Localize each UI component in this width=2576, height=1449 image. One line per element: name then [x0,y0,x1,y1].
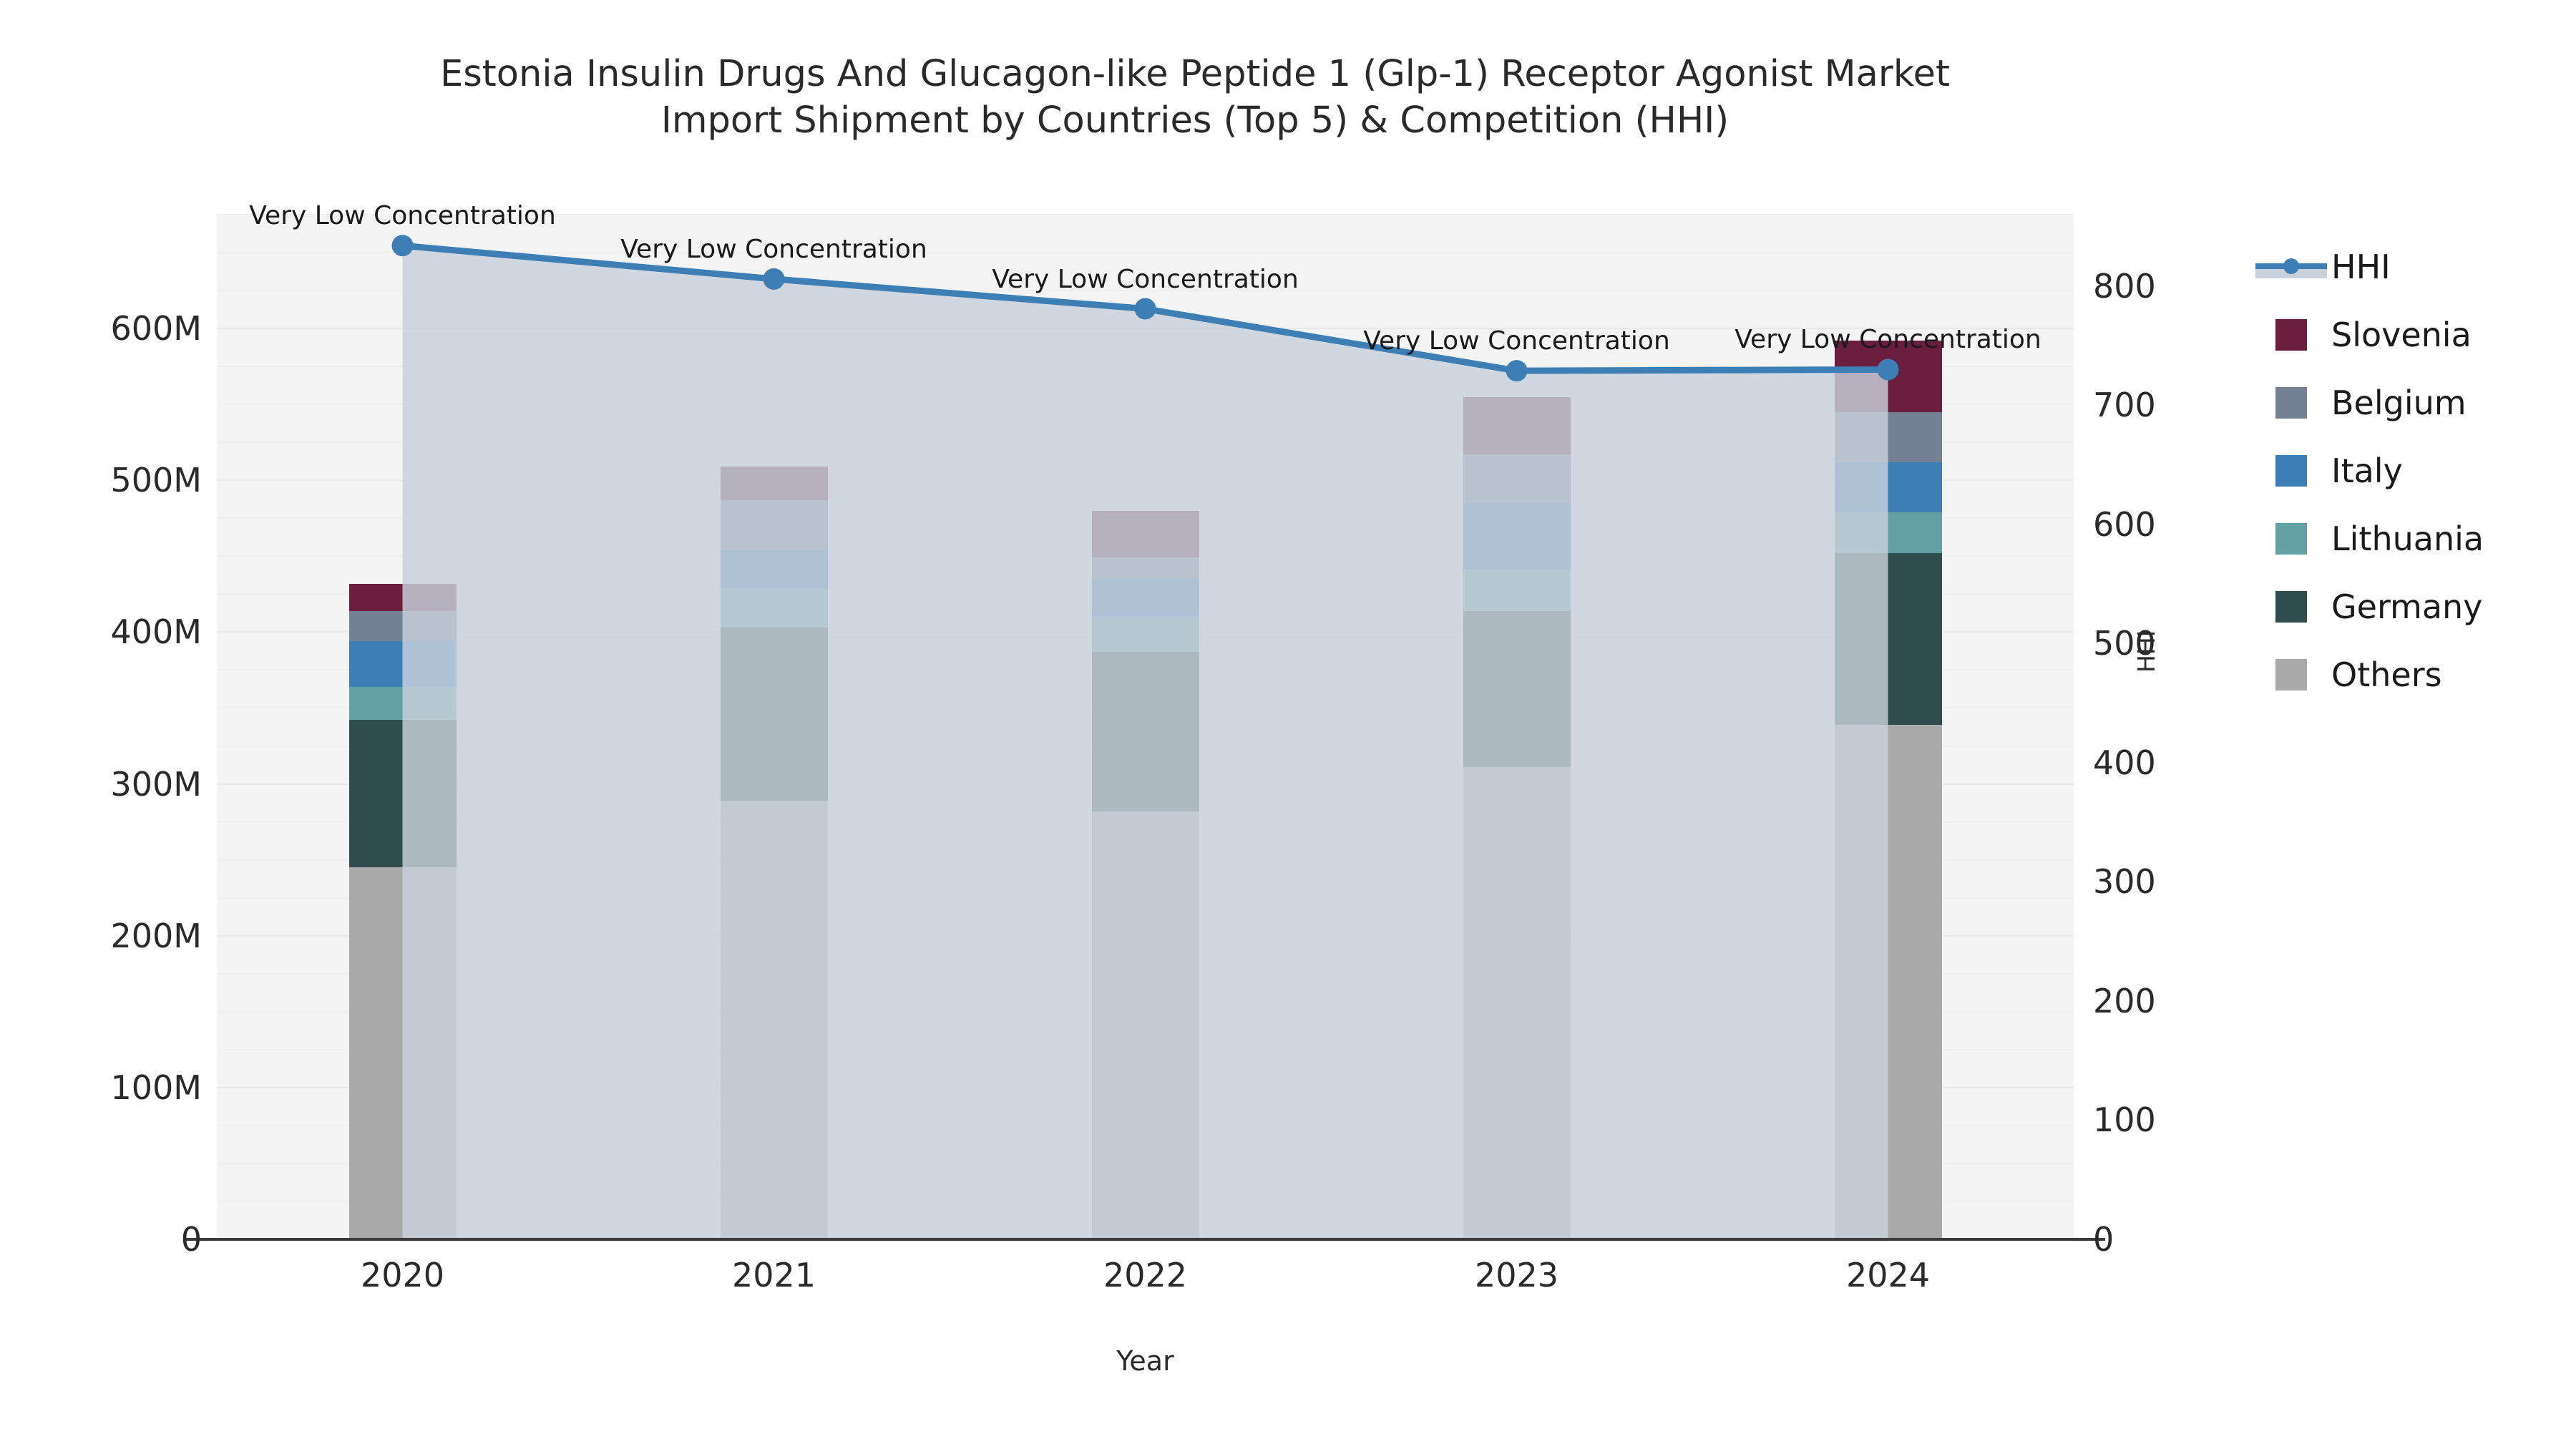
y-axis-right-tick: 500 [2093,624,2156,663]
legend-swatch-icon [2275,658,2307,691]
bar-segment[interactable] [1463,767,1571,1239]
bar-segment[interactable] [348,720,457,868]
bar-segment[interactable] [1834,512,1942,554]
bar-segment[interactable] [1834,411,1942,462]
legend-item-italy[interactable]: Italy [2275,436,2576,504]
legend-line-icon [2255,251,2327,283]
bar-segment[interactable] [1834,553,1942,725]
gridline [217,404,2074,406]
legend: HHI Slovenia Belgium Italy Lithuania Germany O… [2255,233,2576,708]
hhi-markers [391,235,1899,382]
legend-item-label: Lithuania [2331,519,2484,558]
bar-segment[interactable] [720,467,828,500]
bar-segment[interactable] [1091,557,1199,580]
legend-item-lithuania[interactable]: Lithuania [2275,504,2576,572]
y-axis-right-tick: 0 [2093,1220,2114,1259]
bar-segment[interactable] [1463,396,1571,455]
y-axis-right-tick: 400 [2093,743,2156,782]
legend-item-label: Italy [2331,451,2403,490]
x-axis-tick: 2021 [731,1256,816,1294]
hhi-marker[interactable] [1506,360,1528,382]
legend-item-label: Belgium [2331,383,2467,422]
bar-segment[interactable] [720,550,828,588]
bar-segment[interactable] [1091,651,1199,811]
x-axis-tick: 2024 [1845,1256,1931,1294]
bar-segment[interactable] [1463,503,1571,570]
y-axis-right-tick: 100 [2093,1101,2156,1140]
bar-segment[interactable] [1091,811,1199,1239]
y-axis-right-tick: 700 [2093,386,2156,425]
legend-swatch-icon [2275,522,2307,555]
y-axis-right-tick: 600 [2093,504,2156,544]
legend-item-label: Germany [2331,587,2483,626]
bar-segment[interactable] [348,641,457,687]
legend-item-label: Others [2331,655,2442,694]
bar-segment[interactable] [720,800,828,1239]
legend-item-slovenia[interactable]: Slovenia [2275,301,2576,369]
bar-segment[interactable] [720,587,828,628]
y-axis-left-title: TRADE VALUE (US$) [0,335,1,613]
legend-item-belgium[interactable]: Belgium [2275,369,2576,436]
gridline [217,441,2074,444]
legend-swatch-icon [2275,386,2307,419]
y-axis-left-tick: 600M [110,309,203,348]
y-axis-left-tick: 200M [110,916,203,955]
hhi-marker[interactable] [1134,298,1156,320]
legend-item-label: HHI [2331,247,2391,286]
concentration-annotation: Very Low Concentration [249,201,556,231]
hhi-marker[interactable] [763,268,785,290]
bar-segment[interactable] [348,583,457,611]
bar-segment[interactable] [1091,510,1199,558]
bar-segment[interactable] [720,499,828,550]
gridline [217,214,2074,215]
gridline [217,366,2074,368]
bar-segment[interactable] [348,867,457,1239]
concentration-annotation: Very Low Concentration [1363,326,1670,356]
plot-area [217,214,2074,1240]
legend-item-germany[interactable]: Germany [2275,572,2576,640]
concentration-annotation: Very Low Concentration [1735,325,2041,355]
bar-segment[interactable] [348,610,457,642]
y-axis-left-tick: 100M [110,1068,203,1107]
bar-segment[interactable] [348,686,457,721]
bar-segment[interactable] [1834,462,1942,512]
legend-item-others[interactable]: Others [2275,640,2576,708]
y-axis-left-tick: 0 [180,1220,202,1259]
x-axis-tick: 2022 [1103,1256,1188,1294]
bar-segment[interactable] [720,628,828,801]
chart-title: Estonia Insulin Drugs And Glucagon-like … [440,53,1950,142]
legend-swatch-icon [2275,318,2307,351]
gridline [217,252,2074,254]
legend-swatch-icon [2275,590,2307,623]
legend-item-hhi[interactable]: HHI [2255,233,2576,301]
x-axis-line [186,1238,2105,1241]
concentration-annotation: Very Low Concentration [620,234,927,264]
legend-swatch-icon [2275,454,2307,487]
x-axis-tick: 2020 [360,1256,445,1294]
bar-segment[interactable] [1834,724,1942,1239]
y-axis-left-tick: 400M [110,613,203,652]
legend-item-label: Slovenia [2331,315,2472,354]
x-axis-tick: 2023 [1474,1256,1559,1294]
bar-segment[interactable] [1463,454,1571,504]
y-axis-right-tick: 300 [2093,862,2156,902]
gridline [217,479,2074,482]
bar-segment[interactable] [1463,610,1571,768]
concentration-annotation: Very Low Concentration [992,264,1299,294]
y-axis-left-tick: 500M [110,461,203,500]
bar-segment[interactable] [1463,570,1571,611]
y-axis-right-tick: 800 [2093,266,2156,306]
bar-segment[interactable] [1091,617,1199,652]
bar-segment[interactable] [1091,579,1199,618]
y-axis-left-tick: 300M [110,764,203,804]
y-axis-right-tick: 200 [2093,981,2156,1020]
plot-inner [217,214,2074,1240]
x-axis-title: Year [1116,1345,1174,1377]
